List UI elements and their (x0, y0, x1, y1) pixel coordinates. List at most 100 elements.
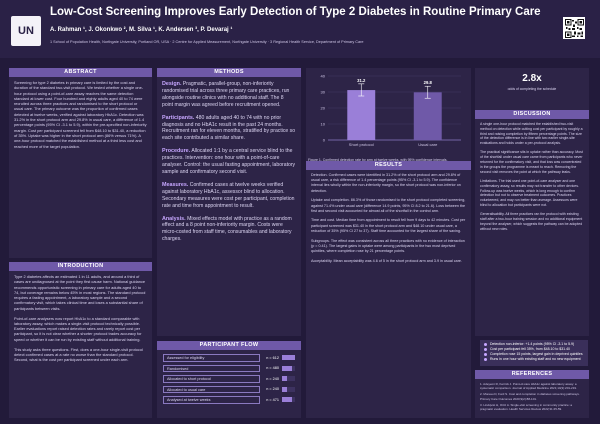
flow-bar-track (282, 376, 295, 382)
discussion-paragraph: Generalisability. All three practices ra… (480, 212, 583, 231)
key-point-text: Cost per participant fell 35%, from $48.… (490, 347, 570, 351)
flow-count: n = 240 (266, 387, 279, 392)
key-point: Runs in one hour with existing staff and… (484, 357, 584, 362)
figure-caption: Figure 1. Confirmed detection rate by ar… (308, 158, 448, 162)
methods-item: Analysis. Mixed effects model with pract… (162, 216, 296, 244)
author-list: A. Rahman ¹, J. Okonkwo ², M. Silva ¹, K… (50, 27, 233, 33)
introduction-panel: INTRODUCTION Type 2 diabetes affects an … (9, 262, 152, 418)
data-label: 31.2 (357, 78, 366, 83)
key-point-text: Detection non-inferior: +1.4 points (95%… (490, 342, 575, 346)
flow-row: Randomised n = 480 (163, 364, 295, 372)
discussion-panel: DISCUSSION A single one-hour protocol ma… (475, 110, 589, 336)
methods-item: Measures. Confirmed cases at twelve week… (162, 182, 296, 210)
methods-label: Participants. (162, 114, 195, 121)
abstract-text: Screening for type 2 diabetes in primary… (9, 77, 152, 149)
flow-stage-label: Allocated to usual care (163, 385, 260, 393)
university-logo: UN (11, 16, 41, 46)
reference-item: 3. Lindqvist H, Ortiz A. Single-visit sc… (480, 402, 573, 412)
flow-count: n = 240 (266, 376, 279, 381)
results-paragraph: Uptake and completion. 86.3% of those ra… (311, 198, 466, 213)
qr-code-icon[interactable] (563, 17, 585, 39)
results-panel: RESULTS Detection. Confirmed cases were … (306, 161, 471, 418)
methods-item: Design. Pragmatic, parallel-group, non-i… (162, 81, 296, 109)
flow-bar-track (282, 386, 295, 392)
methods-heading: METHODS (157, 68, 301, 77)
y-tick-label: 10 (321, 121, 326, 126)
flow-stage-label: Allocated to short protocol (163, 375, 260, 383)
data-label: 29.8 (424, 80, 433, 85)
x-tick-label: Short protocol (349, 142, 374, 147)
bullet-icon (484, 353, 487, 356)
intro-paragraph: This study asks three questions. First, … (14, 346, 143, 363)
flow-stage-label: Analysed at twelve weeks (163, 396, 260, 404)
y-tick-label: 40 (321, 73, 326, 78)
flow-count: n = 471 (266, 397, 279, 402)
flow-bar-fill (282, 386, 288, 392)
reference-item: 2. Moreau D, Ford S. Cost and completion… (480, 392, 580, 401)
references-heading: REFERENCES (475, 370, 589, 379)
introduction-heading: INTRODUCTION (9, 262, 152, 271)
results-heading: RESULTS (306, 161, 471, 170)
flow-bar-fill (282, 355, 295, 361)
introduction-text: Type 2 diabetes affects an estimated 1 i… (9, 271, 152, 362)
flow-row: Allocated to usual care n = 240 (163, 385, 295, 393)
flow-bar-track (282, 397, 295, 403)
methods-item: Participants. 480 adults aged 40 to 74 w… (162, 115, 296, 143)
methods-label: Analysis. (162, 215, 186, 222)
bullet-icon (484, 343, 487, 346)
flow-row: Assessed for eligibility n = 612 (163, 354, 295, 362)
results-paragraph: Time and cost. Median time from appointm… (311, 218, 466, 233)
discussion-paragraph: A single one-hour protocol matched the e… (480, 122, 583, 146)
flow-stage-label: Assessed for eligibility (163, 354, 260, 362)
methods-body: Confirmed cases at twelve weeks verified… (162, 181, 295, 209)
discussion-paragraph: Limitations. The trial used one point-of… (480, 178, 579, 207)
stat-callout: 2.8x odds of completing the schedule (475, 68, 589, 113)
methods-label: Design. (162, 81, 182, 87)
methods-text: Design. Pragmatic, parallel-group, non-i… (157, 77, 301, 243)
bullet-icon (484, 358, 487, 361)
stat-label: odds of completing the schedule (507, 87, 557, 91)
key-point-text: Runs in one hour with existing staff and… (490, 357, 581, 361)
methods-body: Mixed effects model with practice as a r… (162, 215, 292, 243)
flow-row: Allocated to short protocol n = 240 (163, 375, 295, 383)
results-text: Detection. Confirmed cases were identifi… (306, 170, 471, 264)
reference-item: 1. Adeyemi R, Kerrick J. Point-of-care H… (480, 382, 577, 391)
key-point-text: Completion rose 15 points, largest gain … (490, 352, 583, 356)
bar (347, 90, 376, 140)
flow-row: Analysed at twelve weeks n = 471 (163, 396, 295, 404)
key-point: Detection non-inferior: +1.4 points (95%… (484, 342, 584, 347)
results-paragraph: Subgroups. The effect was consistent acr… (311, 238, 465, 253)
participant-flow-heading: PARTICIPANT FLOW (157, 341, 301, 350)
methods-item: Procedure. Allocated 1:1 by a central se… (162, 148, 296, 176)
flow-count: n = 480 (266, 366, 279, 371)
flow-count: n = 612 (266, 355, 279, 360)
flow-stage-label: Randomised (163, 364, 260, 372)
flow-bar-fill (282, 376, 288, 382)
results-paragraph: Acceptability. Mean acceptability was 4.… (311, 258, 462, 263)
methods-panel: METHODS Design. Pragmatic, parallel-grou… (157, 68, 301, 336)
y-tick-label: 30 (321, 89, 326, 94)
stat-value: 2.8x (522, 73, 542, 84)
detection-rate-chart: 0 10 20 30 40 31.2 Short protocol 29.8 Usual car… (321, 73, 461, 147)
flow-bar-track (282, 365, 295, 371)
discussion-text: A single one-hour protocol matched the e… (475, 119, 589, 231)
intro-paragraph: Type 2 diabetes affects an estimated 1 i… (14, 274, 146, 311)
intro-paragraph: Point-of-care analysers now report HbA1c… (14, 315, 142, 342)
y-tick-label: 0 (323, 137, 326, 142)
bullet-icon (484, 348, 487, 351)
x-tick-label: Usual care (418, 142, 438, 147)
bar (413, 92, 442, 140)
methods-label: Procedure. (162, 148, 191, 155)
discussion-paragraph: The practical significance sits in uptak… (480, 150, 583, 174)
poster-title: Low-Cost Screening Improves Early Detect… (50, 6, 541, 18)
methods-label: Measures. (162, 181, 189, 188)
flow-bar-fill (282, 397, 292, 403)
discussion-heading: DISCUSSION (475, 110, 589, 119)
results-paragraph: Detection. Confirmed cases were identifi… (311, 173, 461, 193)
key-point: Completion rose 15 points, largest gain … (484, 352, 584, 357)
participant-flow-panel: PARTICIPANT FLOW Assessed for eligibilit… (157, 341, 301, 418)
methods-body: Pragmatic, parallel-group, non-inferiori… (162, 81, 290, 108)
figure-panel: 0 10 20 30 40 31.2 Short protocol 29.8 Usual car… (306, 68, 471, 171)
y-tick-label: 20 (321, 105, 326, 110)
methods-body: 480 adults aged 40 to 74 with no prior d… (162, 114, 296, 142)
